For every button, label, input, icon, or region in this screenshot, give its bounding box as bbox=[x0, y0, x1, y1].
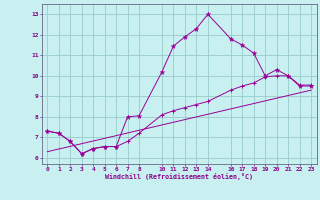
X-axis label: Windchill (Refroidissement éolien,°C): Windchill (Refroidissement éolien,°C) bbox=[105, 173, 253, 180]
